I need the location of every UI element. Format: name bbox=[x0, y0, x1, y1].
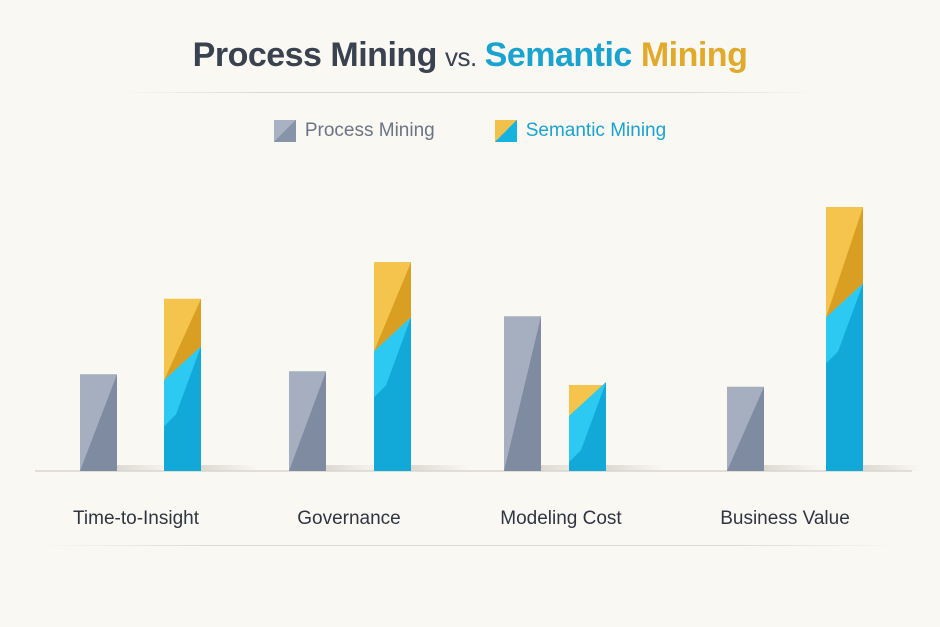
bar-process-3 bbox=[727, 386, 822, 471]
category-label-0: Time-to-Insight bbox=[73, 508, 200, 529]
chart-title: Process Mining vs. Semantic Mining bbox=[0, 36, 940, 75]
footer-divider bbox=[40, 545, 900, 546]
title-semantic: Semantic bbox=[484, 36, 633, 74]
legend-label-semantic: Semantic Mining bbox=[525, 120, 667, 141]
title-process-mining: Process Mining bbox=[192, 36, 438, 74]
legend-item-process[interactable]: Process Mining bbox=[273, 120, 435, 142]
bar-semantic-2 bbox=[569, 382, 664, 471]
category-label-1: Governance bbox=[297, 508, 401, 529]
legend-swatch-semantic bbox=[494, 120, 517, 142]
legend-label-process: Process Mining bbox=[304, 120, 435, 141]
bar-process-0 bbox=[80, 374, 175, 471]
category-label-3: Business Value bbox=[720, 508, 850, 529]
title-vs: vs. bbox=[444, 42, 477, 72]
bar-semantic-0 bbox=[164, 298, 259, 471]
bar-semantic-3 bbox=[826, 207, 921, 471]
bar-process-1 bbox=[289, 371, 384, 471]
title-mining: Mining bbox=[640, 36, 748, 74]
legend-swatch-process bbox=[273, 120, 296, 142]
legend-item-semantic[interactable]: Semantic Mining bbox=[494, 120, 667, 142]
bar-semantic-1 bbox=[374, 262, 469, 471]
category-label-2: Modeling Cost bbox=[500, 508, 622, 529]
chart-legend: Process Mining Semantic Mining bbox=[0, 120, 940, 142]
title-divider bbox=[120, 92, 820, 93]
